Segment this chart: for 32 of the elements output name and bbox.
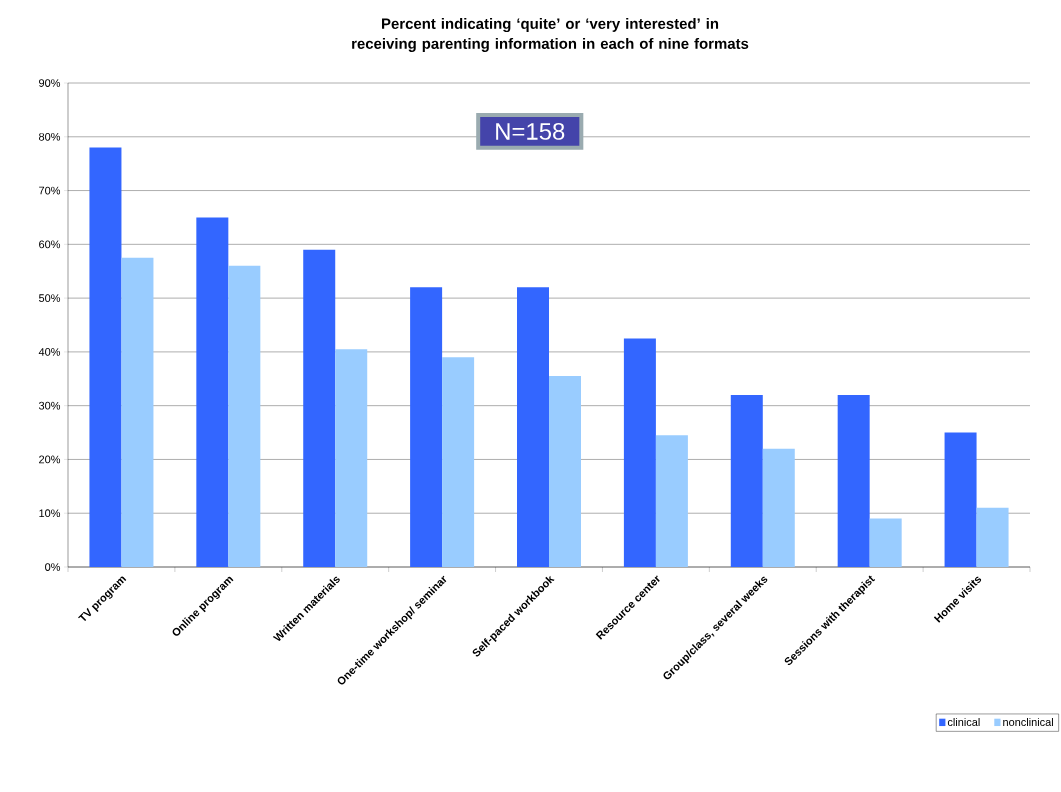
bar: [335, 349, 368, 567]
bar: [410, 287, 443, 567]
y-tick-label: 60%: [39, 240, 61, 249]
y-tick-label: 20%: [39, 455, 61, 464]
y-tick-label: 80%: [39, 132, 61, 141]
bar: [869, 518, 902, 567]
bar: [837, 394, 870, 567]
bar: [121, 257, 154, 567]
bar: [303, 249, 336, 567]
bar: [196, 217, 229, 567]
y-tick-label: 70%: [39, 186, 61, 195]
legend-label: clinical: [947, 717, 980, 726]
chart-title: Percent indicating ‘quite’ or ‘very interested’ in receiving parenting information in each of nine formats: [352, 18, 749, 52]
bar: [442, 357, 475, 567]
y-tick-label: 90%: [39, 79, 61, 87]
legend-label: nonclinical: [1003, 717, 1053, 726]
bar: [228, 265, 261, 567]
bar: [730, 394, 763, 567]
y-tick-label: 40%: [38, 348, 61, 356]
bar: [762, 448, 795, 567]
bar: [655, 435, 688, 567]
bar: [549, 376, 581, 567]
annotation: N=158: [496, 122, 565, 140]
y-tick-label: 0%: [45, 563, 61, 571]
y-tick-label: 50%: [38, 294, 61, 302]
y-tick-label: 30%: [38, 401, 61, 410]
y-tick-label: 10%: [39, 509, 61, 518]
bar: [944, 432, 977, 567]
bar: [517, 287, 549, 567]
bar: [976, 507, 1009, 567]
bar: [89, 147, 122, 567]
bar: [623, 338, 656, 567]
